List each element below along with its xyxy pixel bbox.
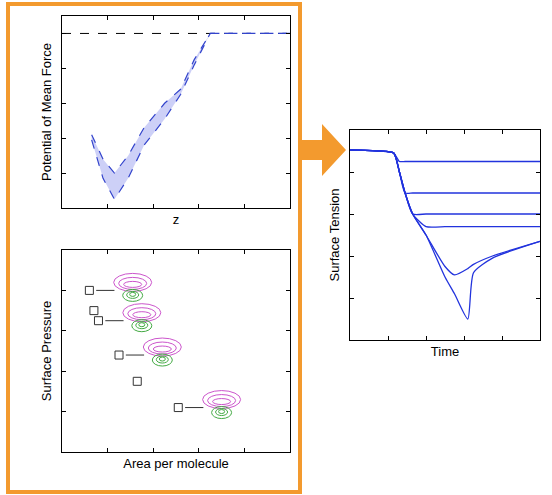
- svg-text:Area per molecule: Area per molecule: [123, 456, 229, 471]
- svg-text:Surface Tension: Surface Tension: [327, 189, 342, 282]
- svg-text:Surface Pressure: Surface Pressure: [39, 301, 54, 401]
- svg-text:Time: Time: [431, 344, 459, 359]
- svg-text:z: z: [173, 212, 180, 227]
- svg-text:Potential of Mean Force: Potential of Mean Force: [39, 43, 54, 181]
